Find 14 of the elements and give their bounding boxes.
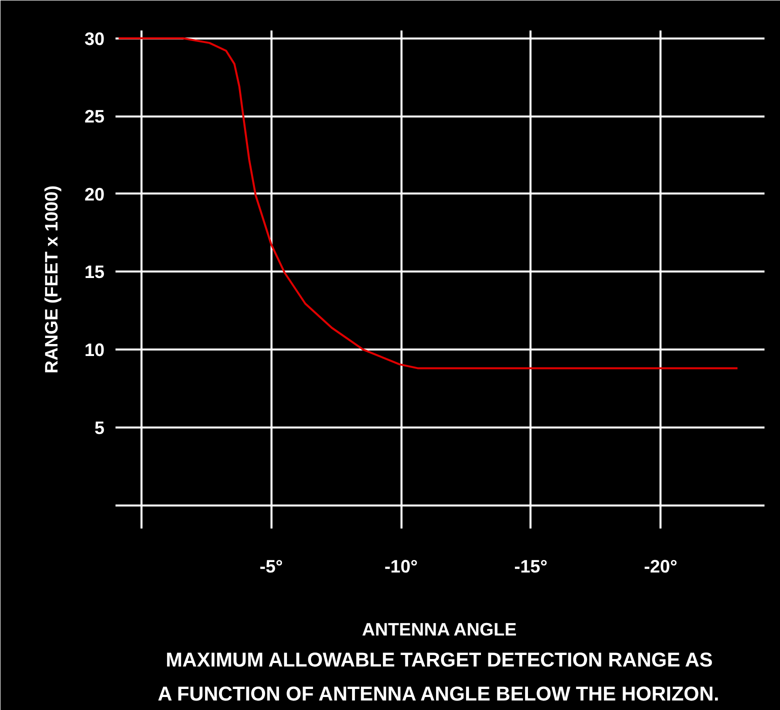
x-axis-title: ANTENNA ANGLE xyxy=(362,620,517,640)
y-tick-label: 5 xyxy=(94,418,105,438)
line-series xyxy=(118,37,738,370)
y-tick-label: 25 xyxy=(84,106,105,127)
y-tick-label: 20 xyxy=(84,184,105,204)
x-tick-label: -15° xyxy=(514,556,548,576)
y-tick-label: 10 xyxy=(84,340,105,360)
y-tick-label: 15 xyxy=(84,262,105,282)
x-tick-label: -10° xyxy=(384,556,418,576)
x-tick-label: -5° xyxy=(260,556,283,576)
y-tick-label: 30 xyxy=(84,28,105,49)
y-axis-title: RANGE (FEET x 1000) xyxy=(41,185,62,374)
text: MAXIMUM ALLOWABLE TARGET DETECTION RANGE AS A FUNCTION OF ANTENNA ANGLE BELOW THE HORIZON. xyxy=(158,650,720,706)
x-tick-label: -20° xyxy=(644,556,678,576)
